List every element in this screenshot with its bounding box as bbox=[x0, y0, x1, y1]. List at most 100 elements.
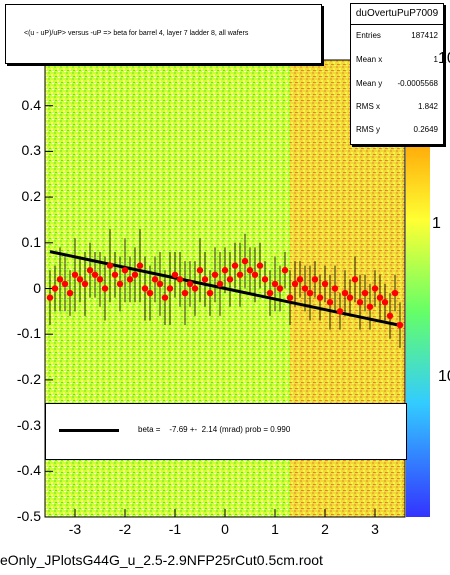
stats-row-rms-y: RMS y 0.2649 bbox=[356, 125, 438, 137]
stats-row-mean-x: Mean x 1 bbox=[356, 55, 438, 67]
profile-point bbox=[96, 276, 104, 283]
profile-point bbox=[386, 312, 394, 320]
profile-point bbox=[151, 276, 159, 283]
stats-row-entries: Entries 187412 bbox=[356, 31, 438, 43]
stat-label: RMS y bbox=[356, 125, 380, 134]
z-tick-label: 1 bbox=[432, 215, 441, 232]
profile-point bbox=[296, 276, 304, 283]
y-tick-label: 0.3 bbox=[21, 142, 41, 159]
profile-point bbox=[116, 280, 124, 288]
stats-box: duOvertuPuP7009 Entries 187412 Mean x 1 … bbox=[350, 3, 444, 145]
stat-value: 0.2649 bbox=[413, 125, 438, 134]
profile-point bbox=[86, 267, 94, 274]
legend-fit-line-swatch bbox=[59, 429, 119, 432]
z-tick-label: 10 bbox=[438, 50, 450, 67]
profile-point bbox=[211, 271, 219, 278]
stat-label: Entries bbox=[356, 31, 381, 40]
profile-point bbox=[176, 276, 184, 283]
chart-title: <(u - uP)/uP> versus -uP => beta for bar… bbox=[24, 30, 249, 37]
profile-point bbox=[326, 299, 334, 306]
profile-point bbox=[91, 271, 99, 278]
profile-point bbox=[341, 289, 349, 297]
profile-point bbox=[121, 267, 129, 274]
x-tick-label: 3 bbox=[371, 521, 379, 537]
profile-point bbox=[81, 280, 89, 288]
profile-point bbox=[376, 294, 384, 301]
legend-fit-text: beta = -7.69 +- 2.14 (mrad) prob = 0.990 bbox=[138, 425, 291, 434]
profile-point bbox=[141, 285, 149, 292]
y-tick-label: 0.4 bbox=[21, 96, 41, 113]
profile-point bbox=[271, 280, 279, 288]
stats-row-mean-y: Mean y -0.0005568 bbox=[356, 79, 438, 91]
y-tick-label: -0.5 bbox=[16, 508, 41, 524]
title-box: <(u - uP)/uP> versus -uP => beta for bar… bbox=[5, 4, 322, 64]
x-tick-label: 2 bbox=[321, 521, 329, 537]
stat-label: Mean y bbox=[356, 79, 383, 88]
profile-point bbox=[46, 294, 54, 301]
profile-point bbox=[276, 285, 284, 292]
profile-point bbox=[166, 285, 174, 292]
profile-point bbox=[181, 289, 189, 297]
y-tick-label: -0.1 bbox=[16, 325, 41, 342]
profile-point bbox=[226, 276, 234, 283]
profile-point bbox=[346, 294, 354, 301]
stat-label: RMS x bbox=[356, 102, 380, 111]
profile-point bbox=[261, 276, 269, 283]
y-tick-label: -0.3 bbox=[16, 416, 41, 433]
x-tick-label: -1 bbox=[168, 521, 182, 537]
profile-point bbox=[306, 289, 314, 297]
profile-point bbox=[61, 280, 69, 288]
profile-point bbox=[251, 271, 259, 278]
y-tick-label: -0.4 bbox=[16, 462, 41, 479]
profile-point bbox=[171, 271, 179, 278]
profile-point bbox=[71, 271, 79, 278]
profile-point bbox=[266, 289, 274, 297]
profile-point bbox=[241, 257, 249, 265]
profile-point bbox=[391, 289, 399, 297]
profile-point bbox=[231, 262, 239, 269]
stats-row-rms-x: RMS x 1.842 bbox=[356, 102, 438, 114]
profile-point bbox=[316, 294, 324, 301]
y-tick-label: 0.1 bbox=[21, 233, 41, 250]
profile-point bbox=[221, 267, 229, 274]
profile-point bbox=[351, 276, 359, 283]
profile-point bbox=[216, 280, 224, 288]
profile-point bbox=[106, 262, 114, 269]
profile-point bbox=[126, 276, 134, 283]
fit-legend: beta = -7.69 +- 2.14 (mrad) prob = 0.990 bbox=[45, 403, 407, 460]
profile-point bbox=[101, 285, 109, 292]
stat-value: 1 bbox=[433, 55, 438, 64]
profile-point bbox=[381, 299, 389, 306]
profile-point bbox=[366, 303, 374, 310]
profile-point bbox=[311, 276, 319, 283]
profile-point bbox=[56, 276, 64, 283]
profile-point bbox=[51, 285, 59, 292]
profile-point bbox=[161, 294, 169, 301]
profile-point bbox=[201, 276, 209, 283]
x-tick-label: 1 bbox=[271, 521, 279, 537]
profile-point bbox=[76, 276, 84, 283]
y-tick-label: 0.2 bbox=[21, 188, 41, 205]
profile-point bbox=[146, 289, 154, 297]
profile-point bbox=[186, 280, 194, 288]
x-tick-label: 0 bbox=[221, 521, 229, 537]
profile-point bbox=[246, 267, 254, 274]
profile-point bbox=[136, 262, 144, 269]
profile-point bbox=[191, 285, 199, 292]
profile-point bbox=[396, 321, 404, 329]
profile-point bbox=[291, 280, 299, 288]
profile-point bbox=[156, 280, 164, 288]
profile-point bbox=[111, 271, 119, 278]
stat-value: -0.0005568 bbox=[397, 79, 438, 88]
profile-point bbox=[256, 262, 264, 269]
profile-point bbox=[196, 267, 204, 274]
profile-point bbox=[336, 308, 344, 315]
stat-value: 187412 bbox=[411, 31, 438, 40]
profile-point bbox=[321, 280, 329, 288]
stat-label: Mean x bbox=[356, 55, 383, 64]
y-tick-label: -0.2 bbox=[16, 370, 41, 387]
profile-point bbox=[286, 294, 294, 301]
profile-point bbox=[371, 285, 379, 292]
profile-point bbox=[331, 285, 339, 292]
